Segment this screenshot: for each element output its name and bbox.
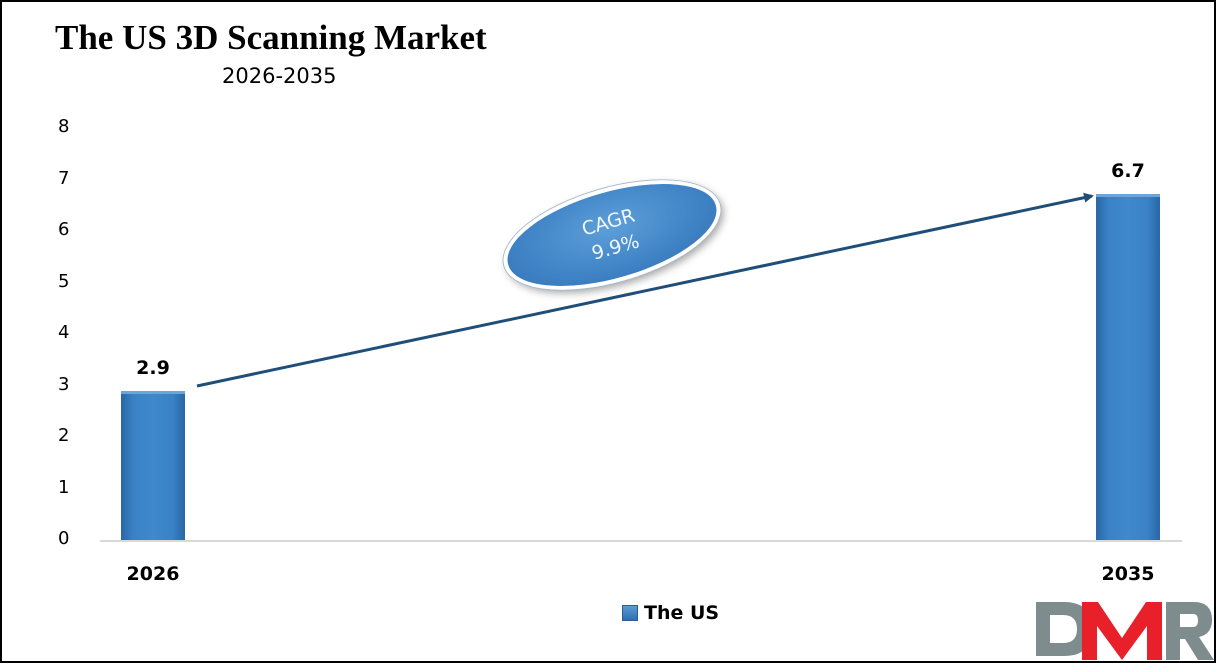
y-tick-4: 4 [58, 322, 70, 343]
bar-value-label-2035: 6.7 [1111, 160, 1145, 182]
bar-value-label-2026: 2.9 [136, 357, 170, 379]
chart-subtitle: 2026-2035 [222, 64, 337, 88]
bar-2035 [1096, 194, 1160, 540]
y-tick-7: 7 [58, 168, 70, 189]
y-tick-2: 2 [58, 425, 70, 446]
x-label-2035: 2035 [1101, 563, 1155, 585]
x-axis-line [100, 540, 1182, 542]
legend: The US [622, 602, 719, 624]
y-tick-0: 0 [58, 528, 70, 549]
dmr-logo-icon [1036, 602, 1214, 660]
legend-swatch-icon [622, 605, 638, 621]
y-tick-3: 3 [58, 374, 70, 395]
y-tick-6: 6 [58, 219, 70, 240]
y-tick-1: 1 [58, 477, 70, 498]
chart-title: The US 3D Scanning Market [55, 18, 487, 57]
x-label-2026: 2026 [126, 563, 180, 585]
bar-2026 [121, 391, 185, 540]
legend-label: The US [644, 602, 720, 624]
y-tick-8: 8 [58, 116, 70, 137]
y-tick-5: 5 [58, 271, 70, 292]
